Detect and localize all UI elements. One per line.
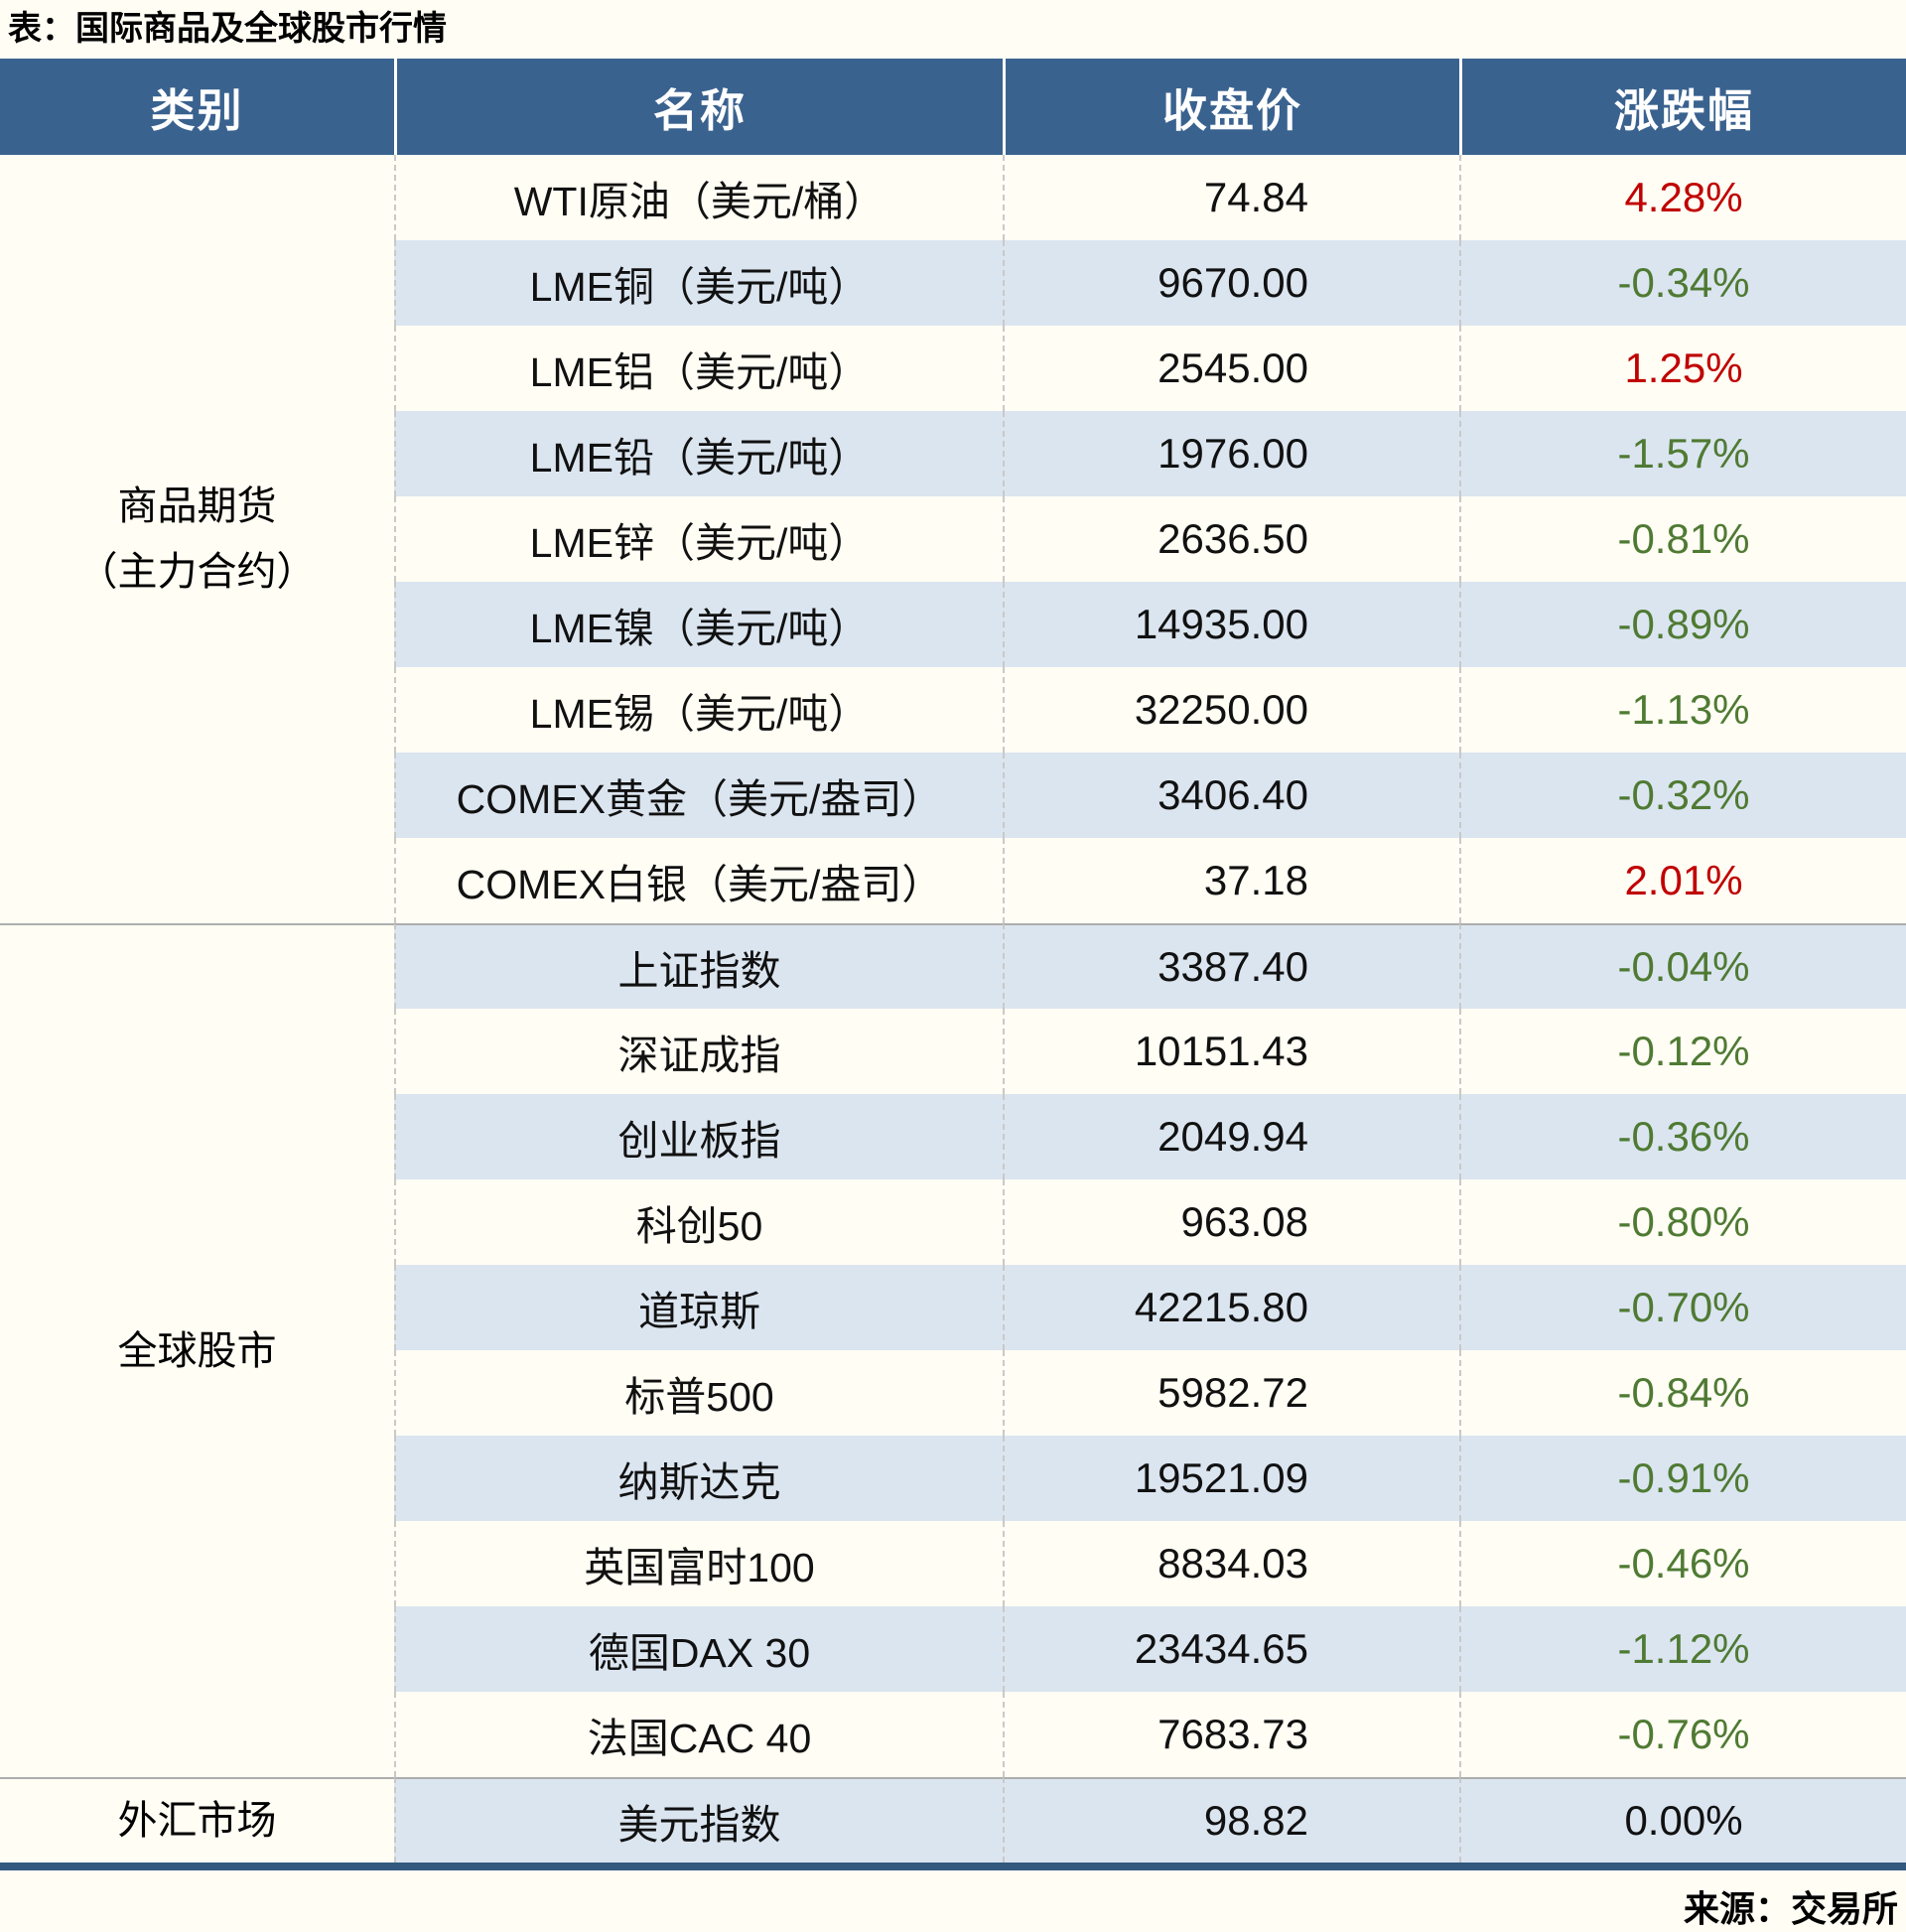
close-price-cell: 3387.40 (1003, 923, 1459, 1010)
category-cell: 外汇市场 (0, 1777, 394, 1863)
category-cell: 全球股市 (0, 923, 394, 1777)
instrument-name-cell: 德国DAX 30 (394, 1606, 1003, 1693)
change-percent-cell: -0.84% (1459, 1350, 1906, 1437)
close-price-cell: 963.08 (1003, 1179, 1459, 1266)
change-percent-cell: 4.28% (1459, 155, 1906, 241)
instrument-name-cell: 标普500 (394, 1350, 1003, 1437)
change-percent-cell: 0.00% (1459, 1777, 1906, 1863)
source-note: 来源：交易所 (1683, 1888, 1898, 1930)
close-price-cell: 2545.00 (1003, 326, 1459, 412)
instrument-name-cell: LME锡（美元/吨） (394, 667, 1003, 754)
instrument-name-cell: WTI原油（美元/桶） (394, 155, 1003, 241)
category-line: 商品期货 (117, 484, 277, 529)
instrument-name-cell: 美元指数 (394, 1777, 1003, 1863)
instrument-name-cell: LME锌（美元/吨） (394, 496, 1003, 583)
instrument-name-cell: 道琼斯 (394, 1265, 1003, 1351)
close-price-cell: 23434.65 (1003, 1606, 1459, 1693)
close-price-cell: 42215.80 (1003, 1265, 1459, 1351)
change-percent-cell: -0.91% (1459, 1436, 1906, 1522)
instrument-name-cell: 法国CAC 40 (394, 1692, 1003, 1778)
category-line: 外汇市场 (117, 1799, 277, 1844)
page-title: 表：国际商品及全球股市行情 (8, 10, 447, 48)
change-percent-cell: -0.81% (1459, 496, 1906, 583)
instrument-name-cell: 创业板指 (394, 1094, 1003, 1180)
close-price-cell: 7683.73 (1003, 1692, 1459, 1778)
instrument-name-cell: 英国富时100 (394, 1521, 1003, 1607)
instrument-name-cell: 纳斯达克 (394, 1436, 1003, 1522)
change-percent-cell: -0.80% (1459, 1179, 1906, 1266)
header-cell-category: 类别 (0, 59, 394, 156)
change-percent-cell: -0.36% (1459, 1094, 1906, 1180)
change-percent-cell: -1.13% (1459, 667, 1906, 754)
close-price-cell: 37.18 (1003, 838, 1459, 924)
instrument-name-cell: LME镍（美元/吨） (394, 582, 1003, 668)
close-price-cell: 9670.00 (1003, 240, 1459, 327)
close-price-cell: 98.82 (1003, 1777, 1459, 1863)
market-table: 类别 名称 收盘价 涨跌幅 商品期货 （主力合约） WTI原油（美元/桶） 74.84… (0, 59, 1906, 1871)
close-price-cell: 5982.72 (1003, 1350, 1459, 1437)
header-cell-name: 名称 (394, 59, 1003, 156)
change-percent-cell: -1.57% (1459, 411, 1906, 497)
instrument-name-cell: 科创50 (394, 1179, 1003, 1266)
change-percent-cell: 2.01% (1459, 838, 1906, 924)
instrument-name-cell: LME铜（美元/吨） (394, 240, 1003, 327)
change-percent-cell: -0.76% (1459, 1692, 1906, 1778)
close-price-cell: 2636.50 (1003, 496, 1459, 583)
change-percent-cell: -0.12% (1459, 1009, 1906, 1095)
category-line: 全球股市 (117, 1329, 277, 1374)
instrument-name-cell: 深证成指 (394, 1009, 1003, 1095)
change-percent-cell: -0.70% (1459, 1265, 1906, 1351)
close-price-cell: 74.84 (1003, 155, 1459, 241)
instrument-name-cell: COMEX黄金（美元/盎司） (394, 753, 1003, 839)
category-cell: 商品期货 （主力合约） (0, 155, 394, 923)
close-price-cell: 2049.94 (1003, 1094, 1459, 1180)
close-price-cell: 14935.00 (1003, 582, 1459, 668)
close-price-cell: 19521.09 (1003, 1436, 1459, 1522)
change-percent-cell: -0.46% (1459, 1521, 1906, 1607)
change-percent-cell: 1.25% (1459, 326, 1906, 412)
change-percent-cell: -1.12% (1459, 1606, 1906, 1693)
header-cell-change: 涨跌幅 (1459, 59, 1906, 156)
header-cell-close: 收盘价 (1003, 59, 1459, 156)
close-price-cell: 10151.43 (1003, 1009, 1459, 1095)
instrument-name-cell: COMEX白银（美元/盎司） (394, 838, 1003, 924)
category-line: （主力合约） (77, 550, 317, 595)
change-percent-cell: -0.34% (1459, 240, 1906, 327)
close-price-cell: 3406.40 (1003, 753, 1459, 839)
close-price-cell: 8834.03 (1003, 1521, 1459, 1607)
instrument-name-cell: 上证指数 (394, 923, 1003, 1010)
instrument-name-cell: LME铝（美元/吨） (394, 326, 1003, 412)
close-price-cell: 32250.00 (1003, 667, 1459, 754)
instrument-name-cell: LME铅（美元/吨） (394, 411, 1003, 497)
change-percent-cell: -0.04% (1459, 923, 1906, 1010)
change-percent-cell: -0.89% (1459, 582, 1906, 668)
change-percent-cell: -0.32% (1459, 753, 1906, 839)
close-price-cell: 1976.00 (1003, 411, 1459, 497)
